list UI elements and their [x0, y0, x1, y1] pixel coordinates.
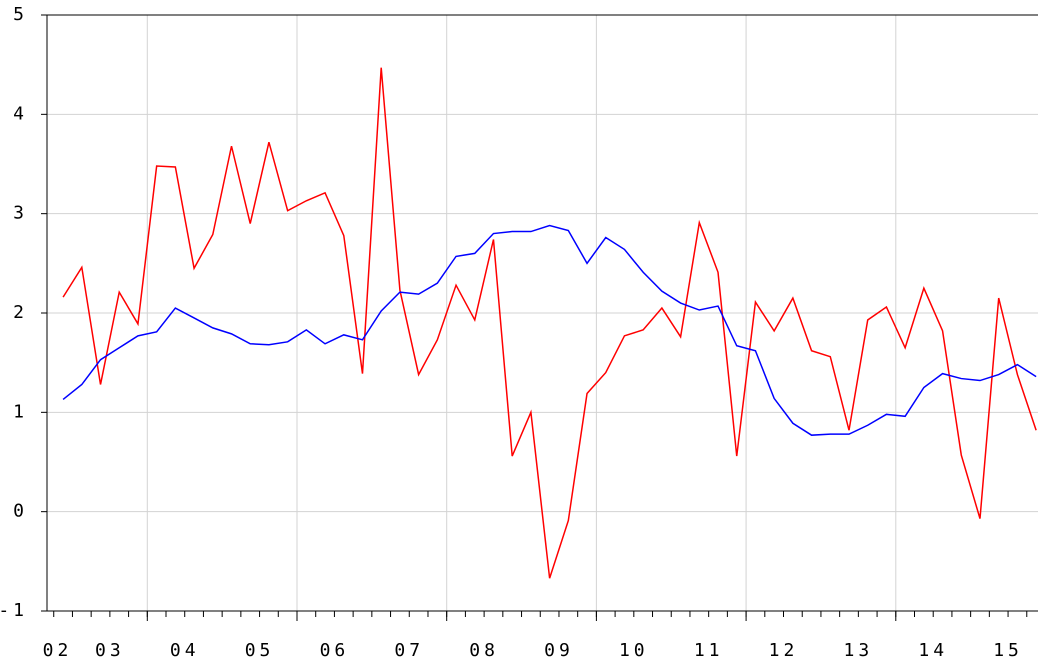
x-tick-label: 06: [320, 640, 350, 661]
x-tick-label: 04: [170, 640, 200, 661]
y-tick-label: 4: [13, 103, 28, 124]
x-tick-label: 12: [769, 640, 799, 661]
x-tick-label: 08: [469, 640, 499, 661]
y-tick-label: 2: [13, 302, 28, 323]
x-tick-label: 05: [245, 640, 275, 661]
x-tick-label: 09: [544, 640, 574, 661]
y-tick-label: -1: [0, 600, 28, 621]
x-tick-label: 13: [844, 640, 874, 661]
x-tick-label: 11: [694, 640, 724, 661]
y-tick-label: 5: [13, 4, 28, 25]
x-tick-label: 03: [95, 640, 125, 661]
series-line: [62, 224, 1037, 436]
x-tick-label: 14: [918, 640, 948, 661]
x-tick-label: 02: [43, 640, 73, 661]
x-tick-label: 10: [619, 640, 649, 661]
series-line: [62, 67, 1037, 579]
x-tick-label: 07: [394, 640, 424, 661]
y-tick-label: 3: [13, 203, 28, 224]
x-tick-label: 15: [993, 640, 1023, 661]
y-tick-label: 1: [13, 401, 28, 422]
y-tick-label: 0: [13, 501, 28, 522]
